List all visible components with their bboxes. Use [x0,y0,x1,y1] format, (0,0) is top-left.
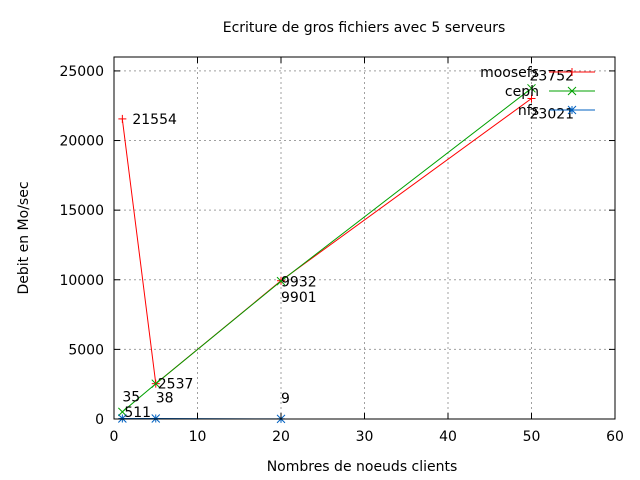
axis-ticks: 0 10 20 30 40 50 60 0 5000 10000 15000 20000 25000 [59,57,624,445]
x-tick-label: 40 [439,429,457,445]
series-layer [117,83,536,424]
x-tick-label: 60 [606,429,624,445]
grid-layer [114,57,615,419]
moosefs-point [527,94,536,103]
legend-marker-moosefs [568,68,576,76]
ceph-data-label: 511 [124,405,151,421]
x-tick-label: 30 [356,429,374,445]
x-axis-label: Nombres de noeuds clients [267,459,458,475]
x-tick-label: 50 [523,429,541,445]
nfs-data-label: 35 [122,390,140,406]
moosefs-data-label: 2537 [158,377,194,393]
moosefs-point [118,114,127,123]
chart-title: Ecriture de gros fichiers avec 5 serveur… [223,20,506,36]
x-tick-label: 0 [110,429,119,445]
moosefs-data-label: 21554 [132,112,177,128]
y-axis-label: Debit en Mo/sec [16,181,32,294]
nfs-data-label: 9 [281,391,290,407]
ceph-data-label: 9901 [281,290,317,306]
ceph-point [117,407,127,417]
ceph-line [121,87,532,413]
legend: moosefs ceph nfs [480,65,595,119]
moosefs-data-label: 9932 [281,275,317,291]
legend-label-ceph: ceph [505,84,539,100]
legend-marker-nfs [567,105,577,115]
nfs-point [151,414,161,423]
y-tick-label: 10000 [59,273,104,289]
ceph-point [527,83,536,93]
moosefs-line [121,98,532,385]
y-tick-label: 0 [95,412,104,428]
nfs-data-label: 38 [156,390,174,406]
legend-label-moosefs: moosefs [480,65,539,81]
x-tick-label: 10 [189,429,207,445]
y-tick-label: 25000 [59,64,104,80]
ceph-point [151,379,161,389]
legend-label-nfs: nfs [518,103,539,119]
y-tick-label: 15000 [59,203,104,219]
x-tick-label: 20 [272,429,290,445]
ceph-point [276,276,286,286]
y-tick-label: 20000 [59,134,104,150]
legend-marker-ceph [567,86,577,96]
y-tick-label: 5000 [68,342,104,358]
